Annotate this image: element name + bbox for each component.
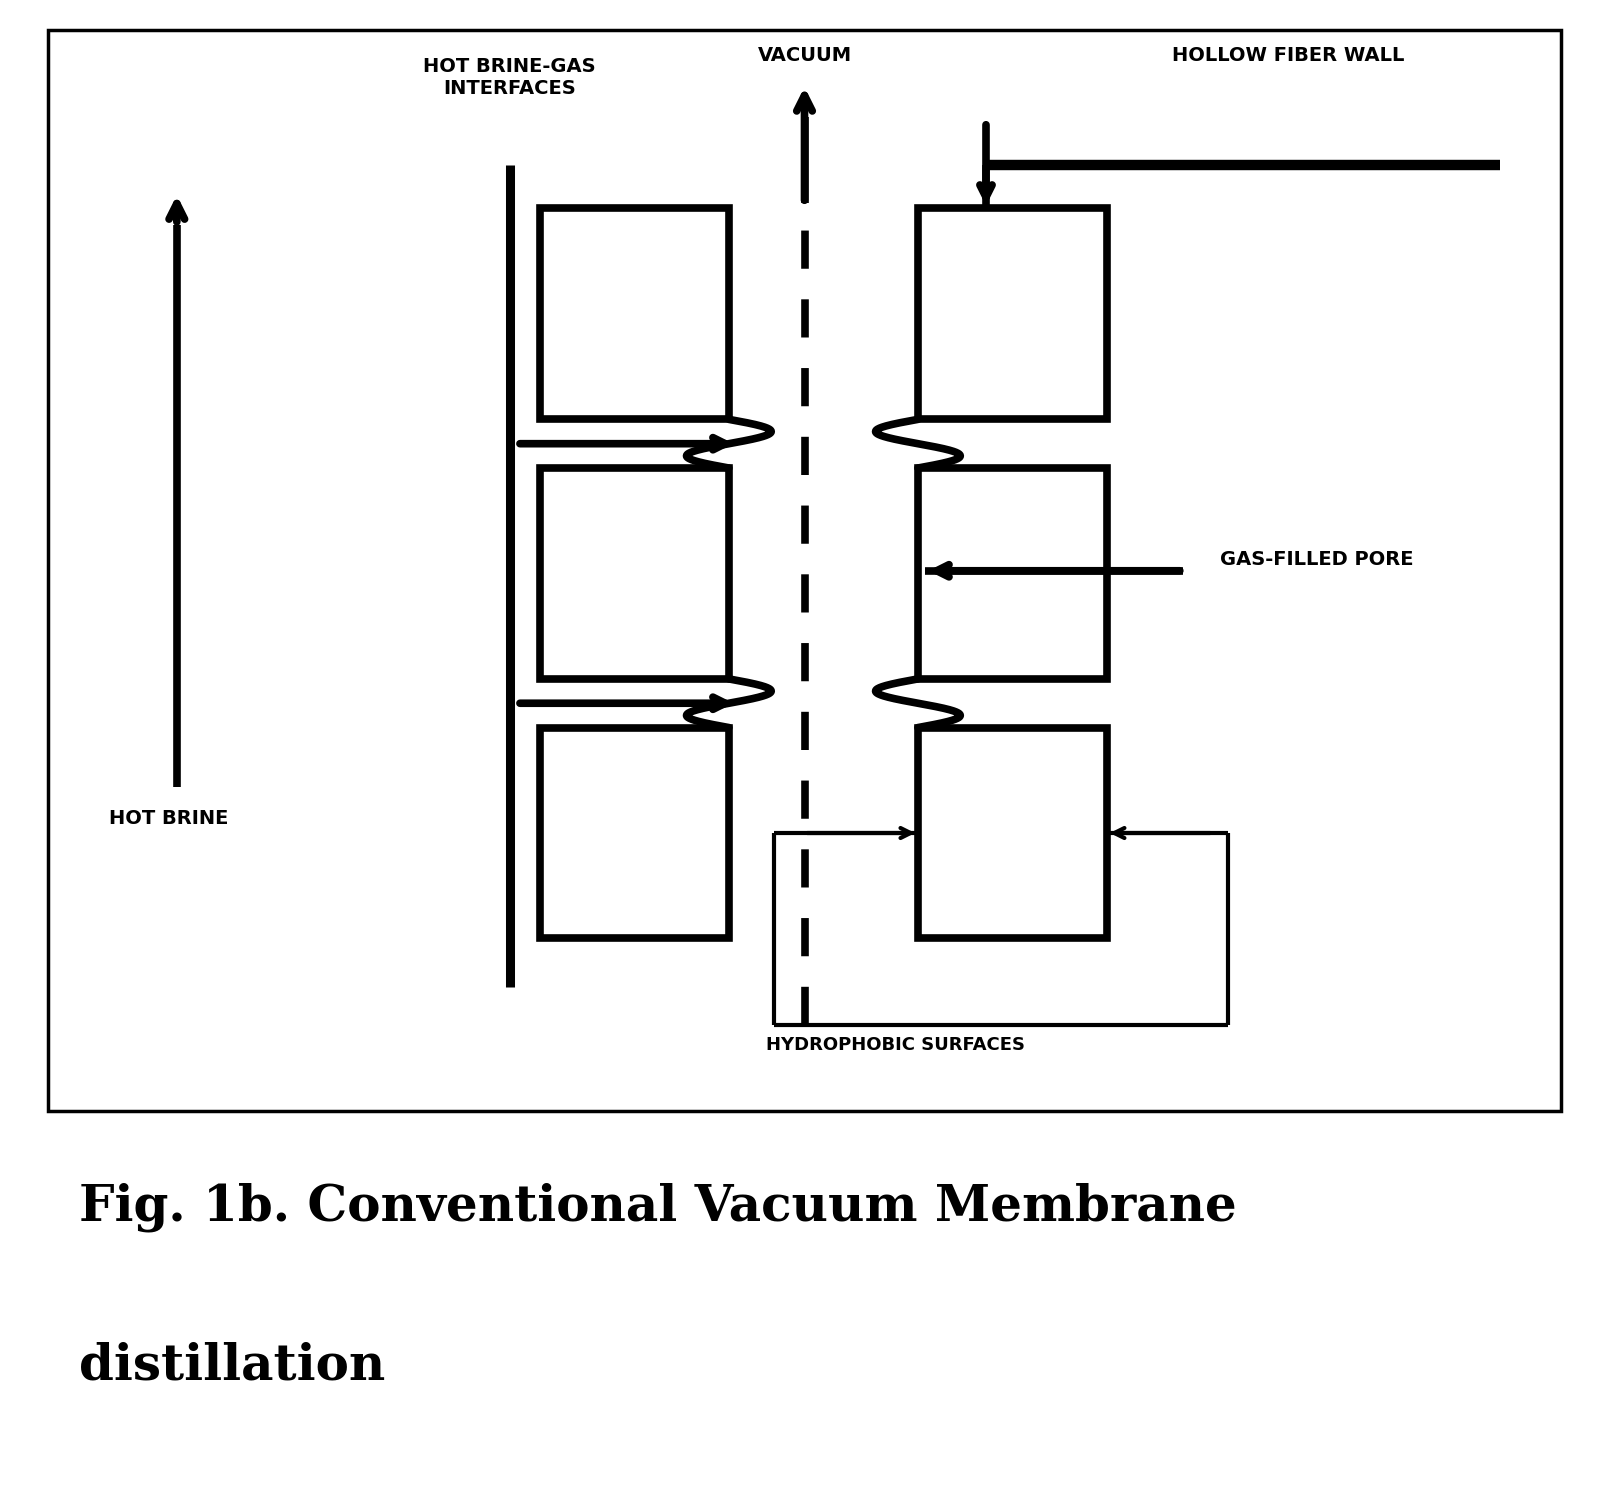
Text: Fig. 1b. Conventional Vacuum Membrane: Fig. 1b. Conventional Vacuum Membrane <box>79 1184 1236 1233</box>
Text: VACUUM: VACUUM <box>758 47 851 65</box>
Text: HOLLOW FIBER WALL: HOLLOW FIBER WALL <box>1173 47 1405 65</box>
Bar <box>917 209 1107 419</box>
Bar <box>541 727 729 939</box>
Bar <box>917 469 1107 679</box>
Text: HYDROPHOBIC SURFACES: HYDROPHOBIC SURFACES <box>766 1036 1025 1054</box>
Text: distillation: distillation <box>79 1341 385 1391</box>
Bar <box>541 209 729 419</box>
Bar <box>917 727 1107 939</box>
Bar <box>541 469 729 679</box>
Text: GAS-FILLED PORE: GAS-FILLED PORE <box>1220 550 1414 569</box>
Text: HOT BRINE-GAS
INTERFACES: HOT BRINE-GAS INTERFACES <box>423 57 595 98</box>
Text: HOT BRINE: HOT BRINE <box>109 808 228 828</box>
